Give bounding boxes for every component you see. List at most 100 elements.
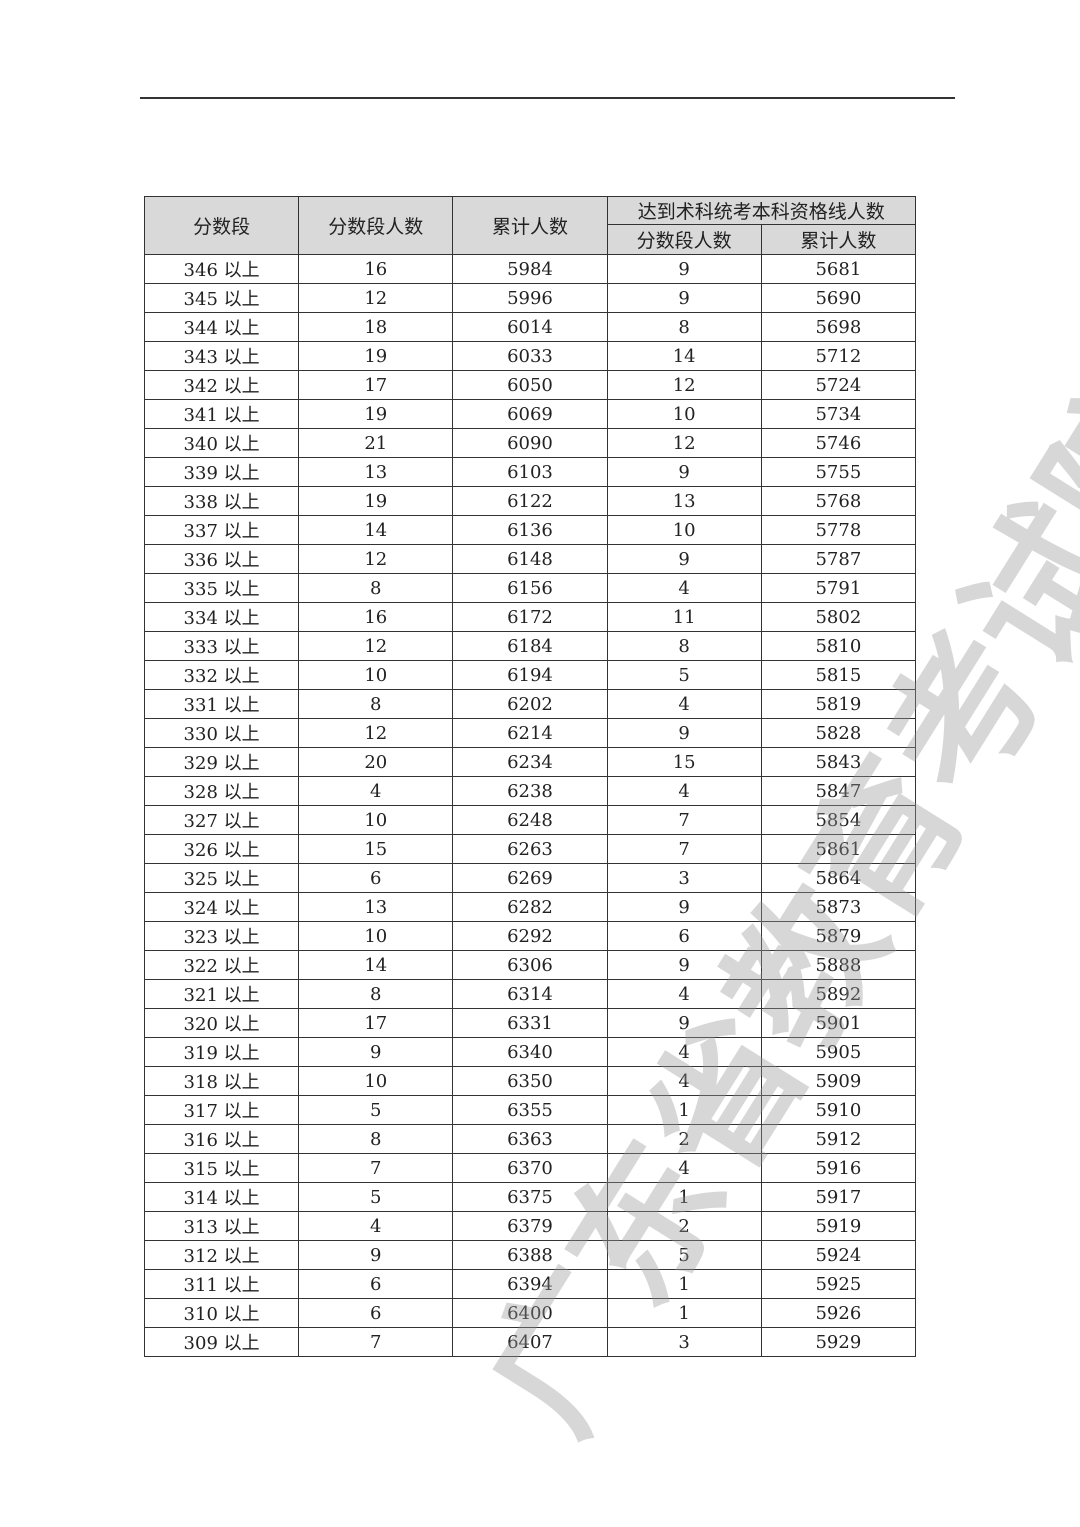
band-count-cell: 10 <box>298 921 454 951</box>
score-band-cell: 318 以上 <box>143 1066 300 1096</box>
table-row: 324 以上 13 6282 9 5873 <box>143 892 917 922</box>
table-row: 344 以上 18 6014 8 5698 <box>143 312 917 342</box>
score-band-cell: 333 以上 <box>143 631 300 661</box>
table-row: 342 以上 17 6050 12 5724 <box>143 370 917 400</box>
qualified-band-count-cell: 8 <box>606 631 762 661</box>
qualified-cumulative-cell: 5917 <box>760 1182 917 1212</box>
qualified-cumulative-cell: 5828 <box>760 718 917 748</box>
band-count-cell: 10 <box>298 1066 454 1096</box>
qualified-band-count-cell: 12 <box>606 370 762 400</box>
qualified-cumulative-cell: 5778 <box>760 515 917 545</box>
qualified-cumulative-cell: 5910 <box>760 1095 917 1125</box>
table-row: 316 以上 8 6363 2 5912 <box>143 1124 917 1154</box>
table-row: 323 以上 10 6292 6 5879 <box>143 921 917 951</box>
qualified-band-count-cell: 8 <box>606 312 762 342</box>
header-cumulative: 累计人数 <box>452 196 608 255</box>
qualified-band-count-cell: 5 <box>606 1240 762 1270</box>
cumulative-cell: 6214 <box>452 718 608 748</box>
band-count-cell: 8 <box>298 1124 454 1154</box>
score-band-cell: 335 以上 <box>143 573 300 603</box>
band-count-cell: 6 <box>298 863 454 893</box>
qualified-cumulative-cell: 5879 <box>760 921 917 951</box>
table-row: 309 以上 7 6407 3 5929 <box>143 1327 917 1357</box>
table-row: 328 以上 4 6238 4 5847 <box>143 776 917 806</box>
score-band-cell: 329 以上 <box>143 747 300 777</box>
qualified-cumulative-cell: 5873 <box>760 892 917 922</box>
qualified-band-count-cell: 3 <box>606 1327 762 1357</box>
qualified-cumulative-cell: 5768 <box>760 486 917 516</box>
table-row: 320 以上 17 6331 9 5901 <box>143 1008 917 1038</box>
qualified-band-count-cell: 4 <box>606 979 762 1009</box>
band-count-cell: 6 <box>298 1269 454 1299</box>
band-count-cell: 10 <box>298 660 454 690</box>
qualified-band-count-cell: 7 <box>606 805 762 835</box>
score-band-cell: 339 以上 <box>143 457 300 487</box>
qualified-band-count-cell: 3 <box>606 863 762 893</box>
cumulative-cell: 6148 <box>452 544 608 574</box>
score-band-cell: 316 以上 <box>143 1124 300 1154</box>
table-row: 335 以上 8 6156 4 5791 <box>143 573 917 603</box>
band-count-cell: 14 <box>298 950 454 980</box>
qualified-band-count-cell: 6 <box>606 921 762 951</box>
cumulative-cell: 6363 <box>452 1124 608 1154</box>
band-count-cell: 8 <box>298 573 454 603</box>
header-qualified-group: 达到术科统考本科资格线人数 <box>606 195 917 226</box>
band-count-cell: 12 <box>298 718 454 748</box>
qualified-band-count-cell: 9 <box>606 892 762 922</box>
score-band-cell: 343 以上 <box>143 341 300 371</box>
cumulative-cell: 6122 <box>452 486 608 516</box>
table-row: 318 以上 10 6350 4 5909 <box>143 1066 917 1096</box>
cumulative-cell: 6394 <box>452 1269 608 1299</box>
band-count-cell: 13 <box>298 892 454 922</box>
qualified-band-count-cell: 4 <box>606 1153 762 1183</box>
qualified-band-count-cell: 4 <box>606 573 762 603</box>
header-qualified-cumulative: 累计人数 <box>760 224 917 255</box>
score-band-cell: 330 以上 <box>143 718 300 748</box>
qualified-cumulative-cell: 5843 <box>760 747 917 777</box>
table-row: 319 以上 9 6340 4 5905 <box>143 1037 917 1067</box>
qualified-band-count-cell: 10 <box>606 515 762 545</box>
score-band-cell: 322 以上 <box>143 950 300 980</box>
cumulative-cell: 6375 <box>452 1182 608 1212</box>
cumulative-cell: 6355 <box>452 1095 608 1125</box>
table-row: 346 以上 16 5984 9 5681 <box>143 254 917 284</box>
qualified-band-count-cell: 13 <box>606 486 762 516</box>
qualified-cumulative-cell: 5888 <box>760 950 917 980</box>
band-count-cell: 16 <box>298 602 454 632</box>
band-count-cell: 19 <box>298 486 454 516</box>
table-row: 341 以上 19 6069 10 5734 <box>143 399 917 429</box>
score-band-cell: 326 以上 <box>143 834 300 864</box>
table-row: 345 以上 12 5996 9 5690 <box>143 283 917 313</box>
table-row: 325 以上 6 6269 3 5864 <box>143 863 917 893</box>
band-count-cell: 16 <box>298 254 454 284</box>
cumulative-cell: 6379 <box>452 1211 608 1241</box>
qualified-cumulative-cell: 5712 <box>760 341 917 371</box>
cumulative-cell: 6340 <box>452 1037 608 1067</box>
qualified-cumulative-cell: 5791 <box>760 573 917 603</box>
qualified-cumulative-cell: 5901 <box>760 1008 917 1038</box>
table-row: 314 以上 5 6375 1 5917 <box>143 1182 917 1212</box>
header-band-count: 分数段人数 <box>298 196 454 255</box>
qualified-cumulative-cell: 5787 <box>760 544 917 574</box>
cumulative-cell: 6194 <box>452 660 608 690</box>
cumulative-cell: 6050 <box>452 370 608 400</box>
qualified-band-count-cell: 12 <box>606 428 762 458</box>
header-rule <box>140 97 955 99</box>
band-count-cell: 17 <box>298 1008 454 1038</box>
score-band-cell: 338 以上 <box>143 486 300 516</box>
qualified-band-count-cell: 4 <box>606 1066 762 1096</box>
band-count-cell: 17 <box>298 370 454 400</box>
table-body: 346 以上 16 5984 9 5681 345 以上 12 5996 9 5690 344 以上… <box>143 254 917 1357</box>
band-count-cell: 5 <box>298 1095 454 1125</box>
band-count-cell: 18 <box>298 312 454 342</box>
table-row: 317 以上 5 6355 1 5910 <box>143 1095 917 1125</box>
score-band-cell: 314 以上 <box>143 1182 300 1212</box>
band-count-cell: 4 <box>298 1211 454 1241</box>
cumulative-cell: 6400 <box>452 1298 608 1328</box>
cumulative-cell: 6033 <box>452 341 608 371</box>
cumulative-cell: 6103 <box>452 457 608 487</box>
qualified-band-count-cell: 9 <box>606 1008 762 1038</box>
score-band-cell: 310 以上 <box>143 1298 300 1328</box>
score-band-cell: 320 以上 <box>143 1008 300 1038</box>
qualified-cumulative-cell: 5847 <box>760 776 917 806</box>
